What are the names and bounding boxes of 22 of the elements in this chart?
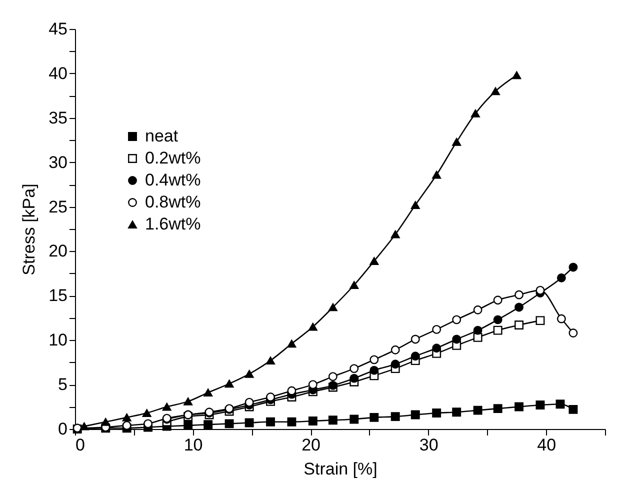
y-tick-label: 40 [48,64,68,83]
y-tick-label: 35 [48,108,68,128]
y-tick-label: 20 [48,242,68,261]
y-axis-title: Stress [kPa] [20,184,39,276]
y-tick-label: 5 [58,375,68,394]
y-tick-label: 25 [48,197,68,216]
x-tick-label: 20 [302,436,321,454]
y-tick-label: 15 [48,286,68,306]
y-tick-label: 10 [48,330,68,350]
y-tick-label: 45 [48,20,68,38]
legend-label: 1.6wt% [145,214,201,234]
legend-label: neat [145,126,178,146]
x-tick-label: 0 [76,436,85,454]
legend-label: 0.4wt% [145,170,201,190]
legend-label: 0.2wt% [145,148,201,168]
x-tick-label: 30 [419,436,438,454]
legend-label: 0.8wt% [145,192,201,212]
x-tick-label: 10 [184,436,203,454]
y-tick-label: 30 [48,152,68,172]
x-axis-title: Strain [%] [304,460,378,478]
x-tick-label: 40 [537,436,556,454]
y-tick-label: 0 [58,420,68,438]
